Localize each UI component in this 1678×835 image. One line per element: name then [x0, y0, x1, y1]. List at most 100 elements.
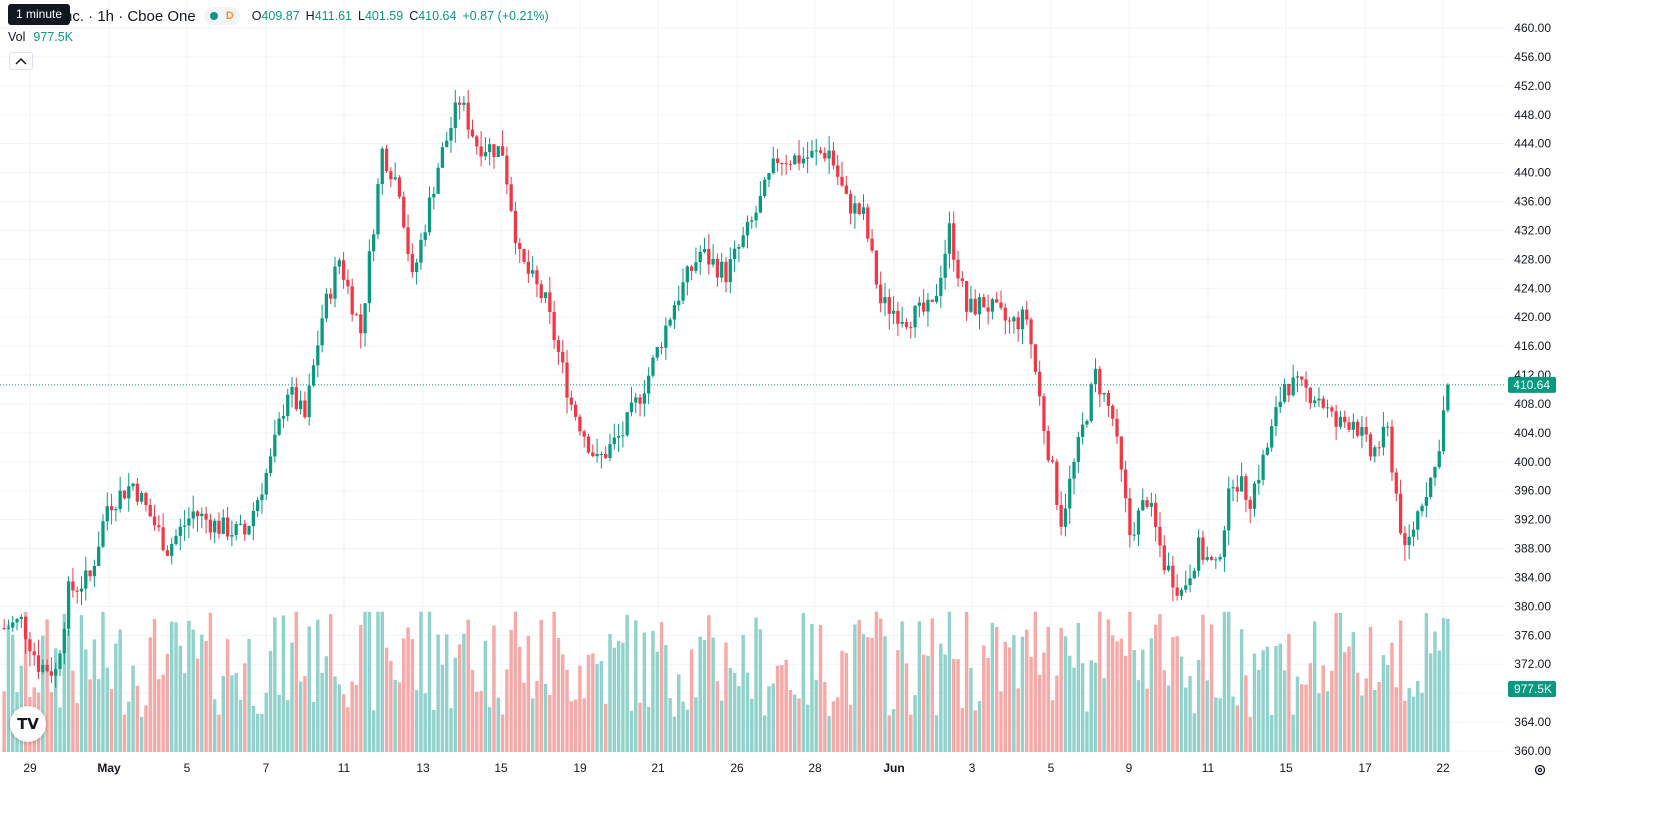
volume-bar [1446, 619, 1449, 752]
candle-body [488, 144, 491, 152]
candle-body [883, 297, 886, 303]
time-tick-label: 22 [1436, 761, 1450, 775]
candle-body [1201, 537, 1204, 559]
candle-body [780, 163, 783, 164]
volume-bar [479, 691, 482, 752]
collapse-legend-button[interactable] [9, 52, 33, 70]
candle-body [772, 159, 775, 174]
candle-body [1330, 407, 1333, 411]
tradingview-logo-icon[interactable]: TV [10, 706, 46, 742]
candle-body [896, 311, 899, 324]
price-tick-label: 396.00 [1514, 484, 1551, 498]
candle-body [1231, 487, 1234, 488]
candle-body [28, 639, 31, 651]
volume-bar [1257, 670, 1260, 752]
candle-body [754, 213, 757, 221]
volume-bar [1287, 634, 1290, 752]
volume-bar [50, 692, 53, 752]
volume-bar [1248, 717, 1251, 752]
candle-body [93, 566, 96, 576]
low-value: 401.59 [365, 9, 403, 23]
volume-bar [1206, 680, 1209, 752]
candle-body [879, 285, 882, 304]
candle-body [166, 550, 169, 556]
candle-body [424, 232, 427, 240]
volume-bar [449, 708, 452, 752]
volume-bar [1163, 670, 1166, 752]
candle-body [548, 292, 551, 312]
time-tick-label: 26 [730, 761, 744, 775]
candle-body [1120, 437, 1123, 470]
candle-body [866, 207, 869, 238]
candle-body [858, 203, 861, 214]
candle-body [591, 452, 594, 456]
candle-body [1029, 319, 1032, 344]
candle-body [965, 281, 968, 312]
volume-bar [656, 652, 659, 752]
price-tick-label: 448.00 [1514, 108, 1551, 122]
candle-body [1012, 317, 1015, 321]
price-tick-label: 432.00 [1514, 223, 1551, 237]
volume-bar [1124, 656, 1127, 752]
candle-body [742, 235, 745, 247]
candle-body [260, 495, 263, 501]
candle-body [1343, 417, 1346, 422]
candle-body [1051, 460, 1054, 461]
candle-body [41, 665, 44, 672]
candle-body [1218, 557, 1221, 559]
volume-bar [1042, 653, 1045, 752]
candle-body [1438, 451, 1441, 467]
chart-settings-button[interactable] [1530, 760, 1550, 780]
candle-body [183, 525, 186, 526]
volume-bar [1025, 630, 1028, 752]
volume-bar [673, 717, 676, 752]
status-indicators[interactable]: D [204, 7, 240, 25]
volume-bar [1227, 612, 1230, 752]
symbol-title[interactable]: nc. · 1h · Cboe One [64, 8, 196, 25]
candle-body [3, 628, 6, 629]
candle-body [836, 165, 839, 176]
volume-bar [1403, 701, 1406, 752]
volume-bar [359, 625, 362, 752]
volume-bar [1352, 632, 1355, 752]
candle-body [767, 173, 770, 180]
candle-body [720, 262, 723, 278]
volume-bar [1120, 639, 1123, 752]
price-tick-label: 400.00 [1514, 455, 1551, 469]
symbol-legend[interactable]: nc. · 1h · Cboe One D O409.87 H411.61 L4… [8, 6, 549, 26]
candle-body [643, 393, 646, 403]
candle-body [746, 222, 749, 236]
volume-bar [660, 622, 663, 752]
volume-bar [1107, 620, 1110, 752]
candle-body [1373, 447, 1376, 456]
volume-bar [402, 638, 405, 752]
volume-bar [355, 685, 358, 752]
volume-bar [793, 695, 796, 752]
volume-bar [870, 638, 873, 752]
candle-body [1150, 503, 1153, 507]
volume-bar [1008, 647, 1011, 752]
candle-body [1008, 321, 1011, 322]
volume-bar [393, 680, 396, 752]
candle-body [1171, 566, 1174, 588]
candle-body [213, 521, 216, 533]
volume-bar [1068, 656, 1071, 752]
candle-body [492, 144, 495, 157]
candle-body [677, 301, 680, 305]
chart-grid [0, 0, 1505, 757]
candle-body [690, 267, 693, 271]
candle-body [948, 223, 951, 254]
price-axis[interactable]: 460.00 456.00 452.00 448.00 444.00 440.00 436.… [1505, 0, 1678, 835]
time-axis[interactable]: 29 May 5 7 11 13 15 19 21 26 28 Jun 3 5 9 11 15 17 22 [0, 753, 1505, 835]
time-tick-label: 13 [416, 761, 430, 775]
volume-bar [475, 692, 478, 752]
volume-bar [1304, 685, 1307, 752]
volume-legend[interactable]: Vol 977.5K [8, 30, 73, 44]
candle-body [389, 171, 392, 179]
candle-body [1145, 500, 1148, 507]
volume-bar [1274, 646, 1277, 752]
volume-bar [973, 710, 976, 752]
candle-body [595, 454, 598, 456]
